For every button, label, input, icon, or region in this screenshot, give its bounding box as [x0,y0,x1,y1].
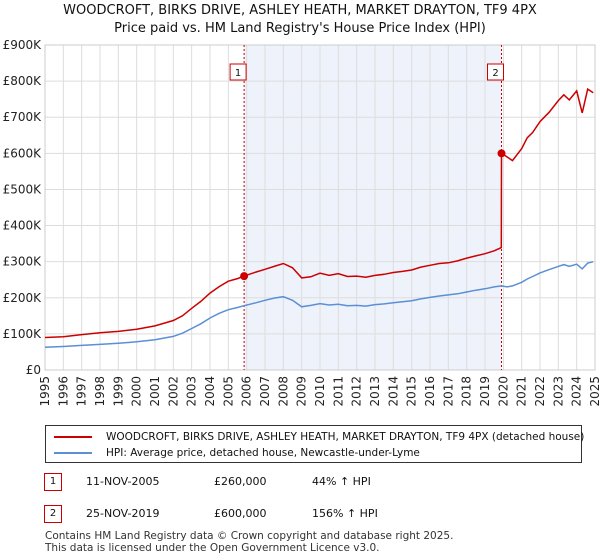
sale-date: 11-NOV-2005 [86,475,160,488]
attribution: Contains HM Land Registry data © Crown c… [45,530,453,554]
sale-marker-box [229,63,247,81]
x-tick-label: 2025 [588,376,600,407]
x-tick-label: 2013 [368,376,382,407]
x-tick-label: 2002 [166,376,180,407]
x-tick-label: 1996 [56,376,70,407]
x-tick-label: 2001 [148,376,162,407]
sale-row: 2 25-NOV-2019 £600,000 156% ↑ HPI [0,505,600,525]
x-tick-label: 2017 [441,376,455,407]
x-tick-label: 2020 [496,376,510,407]
y-tick-label: £0 [26,363,41,377]
shaded-period [244,45,502,370]
x-tick-label: 2000 [130,376,144,407]
sale-row: 1 11-NOV-2005 £260,000 44% ↑ HPI [0,473,600,493]
x-tick-label: 2023 [551,376,565,407]
sale-marker-box [487,63,504,81]
y-tick-label: £200K [3,291,43,305]
chart-legend: WOODCROFT, BIRKS DRIVE, ASHLEY HEATH, MA… [45,425,584,463]
sale-marker-label: 1 [235,68,241,79]
x-tick-label: 2009 [295,376,309,407]
x-tick-label: 2021 [515,376,529,407]
x-tick-label: 1995 [38,376,52,407]
x-tick-label: 2003 [185,376,199,407]
x-tick-label: 1998 [93,376,107,407]
x-tick-label: 2018 [460,376,474,407]
x-tick-label: 2019 [478,376,492,407]
legend-swatch-property [54,436,92,438]
legend-label-hpi: HPI: Average price, detached house, Newc… [106,447,420,459]
legend-swatch-hpi [54,452,92,454]
x-tick-label: 1999 [111,376,125,407]
attribution-line: This data is licensed under the Open Gov… [45,542,380,554]
y-tick-label: £700K [3,110,43,124]
y-tick-label: £900K [3,38,43,52]
sale-badge: 1 [44,473,62,491]
sale-price: £260,000 [214,475,267,488]
y-tick-label: £600K [3,146,43,160]
x-tick-label: 2005 [221,376,235,407]
x-tick-label: 2014 [386,376,400,407]
sale-hpi: 44% ↑ HPI [312,475,371,488]
sale-marker-label: 2 [492,68,498,79]
x-tick-label: 2011 [331,376,345,407]
sale-point [497,149,506,158]
x-tick-label: 2016 [423,376,437,407]
sale-price: £600,000 [214,507,267,520]
x-tick-label: 2007 [258,376,272,407]
x-tick-label: 2006 [240,376,254,407]
x-tick-label: 2015 [405,376,419,407]
price-chart: £0 £100K £200K £300K £400K £500K £600K £700K £80… [3,38,600,407]
x-tick-label: 1997 [75,376,89,407]
y-tick-label: £300K [3,255,43,269]
y-tick-label: £800K [3,74,43,88]
legend-item-hpi: HPI: Average price, detached house, Newc… [54,447,420,459]
sale-date: 25-NOV-2019 [86,507,160,520]
x-tick-label: 2004 [203,376,217,407]
chart-title: WOODCROFT, BIRKS DRIVE, ASHLEY HEATH, MA… [63,3,537,18]
x-tick-label: 2008 [276,376,290,407]
property-price-line [44,87,594,339]
plot-border [44,44,596,371]
y-tick-label: £400K [3,219,43,233]
legend-label-property: WOODCROFT, BIRKS DRIVE, ASHLEY HEATH, MA… [106,431,585,443]
hpi-line [44,260,594,349]
sale-point [240,272,249,281]
x-tick-label: 2024 [570,376,584,407]
chart-subtitle: Price paid vs. HM Land Registry's House … [114,21,486,36]
x-tick-label: 2012 [350,376,364,407]
y-tick-label: £100K [3,327,43,341]
x-tick-label: 2022 [533,376,547,407]
sale-hpi: 156% ↑ HPI [312,507,378,520]
attribution-line: Contains HM Land Registry data © Crown c… [45,530,454,542]
y-tick-label: £500K [3,182,43,196]
legend-item-property: WOODCROFT, BIRKS DRIVE, ASHLEY HEATH, MA… [54,431,584,443]
x-tick-label: 2010 [313,376,327,407]
sale-badge: 2 [44,505,62,523]
